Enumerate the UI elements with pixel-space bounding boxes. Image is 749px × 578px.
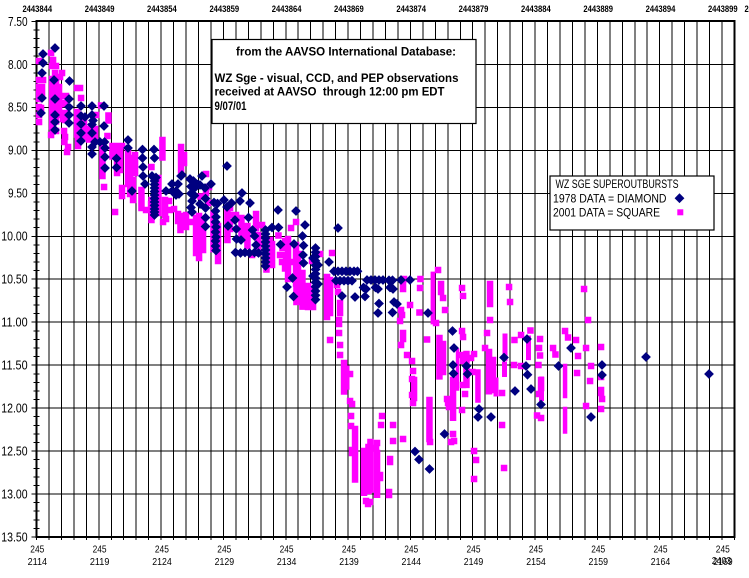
- svg-text:13.50: 13.50: [1, 530, 27, 544]
- svg-text:245: 245: [467, 544, 481, 556]
- svg-text:2124: 2124: [152, 556, 172, 568]
- svg-text:2443869: 2443869: [334, 4, 364, 15]
- svg-text:2443849: 2443849: [85, 4, 115, 15]
- svg-text:2443859: 2443859: [209, 4, 239, 15]
- svg-text:12.50: 12.50: [1, 444, 27, 458]
- svg-text:2134: 2134: [277, 556, 297, 568]
- svg-text:245: 245: [93, 544, 107, 556]
- svg-text:2443894: 2443894: [646, 4, 676, 15]
- svg-text:11.50: 11.50: [1, 359, 27, 373]
- svg-text:2114: 2114: [28, 556, 48, 568]
- svg-text:9.50: 9.50: [8, 187, 28, 201]
- svg-text:2144: 2144: [402, 556, 422, 568]
- svg-text:2443884: 2443884: [521, 4, 551, 15]
- svg-text:245: 245: [654, 544, 668, 556]
- svg-text:8.50: 8.50: [8, 101, 28, 115]
- svg-text:2443844: 2443844: [22, 4, 52, 15]
- svg-text:245: 245: [342, 544, 356, 556]
- svg-text:2129: 2129: [215, 556, 235, 568]
- svg-text:10.50: 10.50: [1, 273, 27, 287]
- svg-text:245: 245: [529, 544, 543, 556]
- svg-text:2443889: 2443889: [583, 4, 613, 15]
- svg-text:11.00: 11.00: [1, 316, 27, 330]
- svg-text:8.00: 8.00: [8, 58, 28, 72]
- svg-text:2139: 2139: [339, 556, 359, 568]
- svg-text:245: 245: [591, 544, 605, 556]
- svg-text:2443899: 2443899: [708, 4, 738, 15]
- svg-text:245: 245: [280, 544, 294, 556]
- svg-text:2001 DATA = SQUARE: 2001 DATA = SQUARE: [553, 206, 660, 220]
- svg-text:2164: 2164: [651, 556, 671, 568]
- svg-text:2154: 2154: [526, 556, 546, 568]
- svg-text:1978 DATA = DIAMOND: 1978 DATA = DIAMOND: [553, 192, 667, 206]
- svg-text:from the AAVSO International D: from the AAVSO International Database:: [236, 45, 456, 59]
- svg-text:2443904: 2443904: [745, 4, 749, 15]
- svg-text:2403: 2403: [712, 555, 732, 567]
- svg-text:2149: 2149: [464, 556, 484, 568]
- svg-text:10.00: 10.00: [1, 230, 27, 244]
- svg-text:245: 245: [155, 544, 169, 556]
- svg-text:2159: 2159: [589, 556, 609, 568]
- svg-text:245: 245: [30, 544, 44, 556]
- svg-text:7.50: 7.50: [8, 15, 28, 29]
- svg-text:12.00: 12.00: [1, 401, 27, 415]
- svg-text:13.00: 13.00: [1, 487, 27, 501]
- svg-text:WZ SGE SUPEROUTBURSTS: WZ SGE SUPEROUTBURSTS: [556, 177, 679, 191]
- svg-text:received at AAVSO through 12:: received at AAVSO through 12:00 pm EDT: [215, 85, 446, 99]
- svg-text:245: 245: [716, 544, 730, 556]
- svg-text:2443879: 2443879: [459, 4, 489, 15]
- svg-text:2443864: 2443864: [272, 4, 302, 15]
- svg-text:245: 245: [217, 544, 231, 556]
- svg-text:9.00: 9.00: [8, 144, 28, 158]
- svg-text:2443874: 2443874: [396, 4, 426, 15]
- svg-text:245: 245: [404, 544, 418, 556]
- svg-text:9/07/01: 9/07/01: [215, 99, 247, 113]
- svg-text:2119: 2119: [90, 556, 110, 568]
- svg-text:2443854: 2443854: [147, 4, 177, 15]
- svg-text:WZ Sge - visual, CCD, and PEP: WZ Sge - visual, CCD, and PEP observatio…: [215, 71, 459, 85]
